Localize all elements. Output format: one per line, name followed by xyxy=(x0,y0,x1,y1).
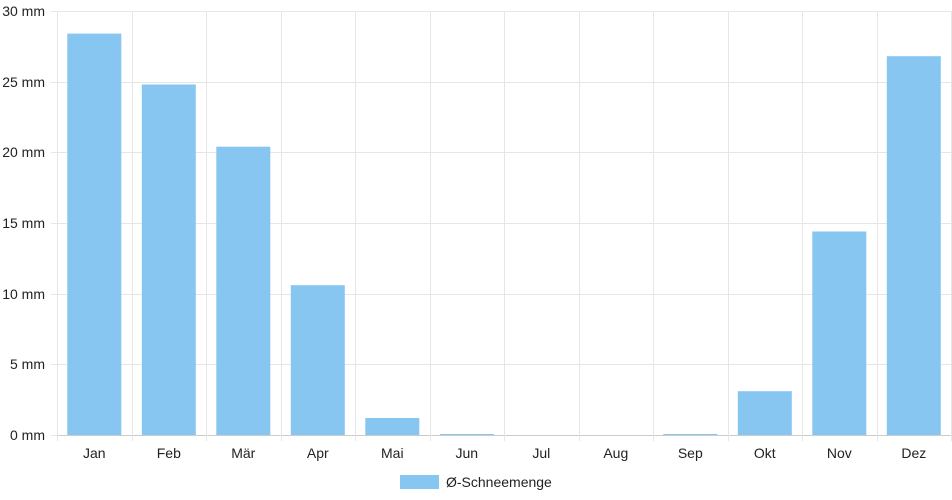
x-tick-label: Jan xyxy=(83,445,106,461)
bar-mai[interactable] xyxy=(365,418,420,435)
bar-feb[interactable] xyxy=(141,84,196,436)
bar-nov[interactable] xyxy=(812,231,867,436)
y-tick-label: 0 mm xyxy=(10,427,45,443)
bar-mär[interactable] xyxy=(216,146,271,435)
x-tick-label: Mai xyxy=(381,445,404,461)
y-tick-label: 30 mm xyxy=(2,3,45,19)
x-axis-labels: Jan Feb Mär Apr Mai Jun Jul Aug Sep Okt Nov Dez xyxy=(83,445,926,461)
legend[interactable]: Ø-Schneemenge xyxy=(400,474,552,490)
legend-label: Ø-Schneemenge xyxy=(446,474,552,490)
y-tick-label: 20 mm xyxy=(2,144,45,160)
bars xyxy=(67,33,941,436)
bar-dez[interactable] xyxy=(886,56,941,435)
bar-jun[interactable] xyxy=(439,434,494,435)
y-axis-labels: 0 mm 5 mm 10 mm 15 mm 20 mm 25 mm 30 mm xyxy=(2,3,45,443)
x-tick-label: Sep xyxy=(678,445,703,461)
bar-sep[interactable] xyxy=(663,434,718,435)
y-tick-label: 5 mm xyxy=(10,356,45,372)
x-tick-label: Feb xyxy=(157,445,181,461)
bar-jan[interactable] xyxy=(67,33,122,435)
x-tick-label: Jun xyxy=(456,445,479,461)
x-tick-label: Dez xyxy=(901,445,926,461)
y-tick-label: 15 mm xyxy=(2,215,45,231)
bar-okt[interactable] xyxy=(737,391,792,435)
bar-apr[interactable] xyxy=(290,285,345,435)
x-tick-label: Apr xyxy=(307,445,329,461)
y-tick-label: 10 mm xyxy=(2,286,45,302)
x-tick-label: Mär xyxy=(231,445,255,461)
legend-swatch xyxy=(400,475,439,489)
x-tick-label: Aug xyxy=(603,445,628,461)
x-tick-label: Jul xyxy=(532,445,550,461)
y-tick-label: 25 mm xyxy=(2,74,45,90)
x-tick-label: Okt xyxy=(754,445,776,461)
x-tick-label: Nov xyxy=(827,445,852,461)
